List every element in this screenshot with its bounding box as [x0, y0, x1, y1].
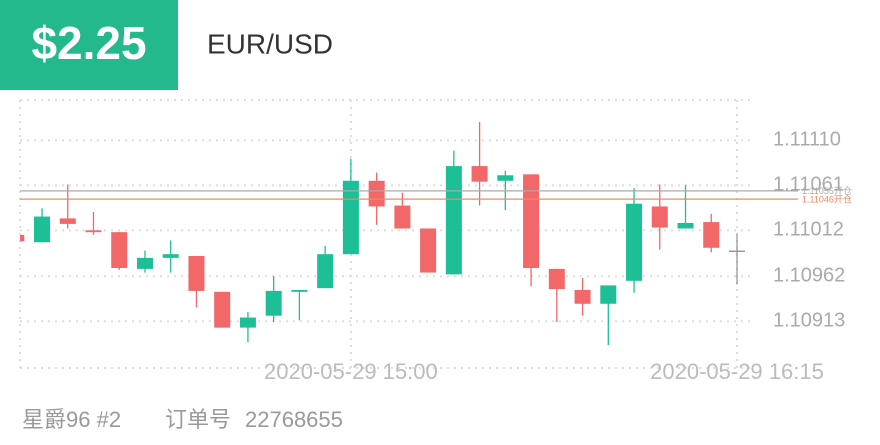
- candle-body: [626, 203, 643, 281]
- y-tick-label: 1.11110: [773, 129, 841, 151]
- y-tick-label: 1.11061: [773, 174, 844, 196]
- candle-body: [214, 291, 231, 328]
- x-tick-label: 2020-05-29 16:15: [650, 359, 824, 384]
- candle-body: [136, 257, 153, 269]
- order-number: 22768655: [245, 407, 343, 432]
- candle-body: [574, 289, 591, 304]
- candle-body: [368, 180, 385, 207]
- candle-body: [59, 218, 76, 224]
- candle-body: [600, 285, 617, 304]
- position-label: 1.11046开仓: [802, 193, 852, 204]
- candle-body: [445, 166, 462, 275]
- account: 星爵96 #2: [22, 407, 121, 432]
- candle-body: [239, 317, 256, 328]
- candle-body: [265, 290, 282, 316]
- candle-body: [85, 230, 102, 233]
- candle-body: [342, 180, 359, 255]
- x-tick-label: 2020-05-29 15:00: [264, 359, 438, 384]
- order-label: 订单号: [165, 407, 231, 432]
- amount: $2.25: [31, 17, 146, 69]
- candle-body: [728, 250, 745, 253]
- candle-body: [34, 216, 51, 243]
- y-tick-label: 1.11012: [773, 219, 844, 241]
- candle-body: [317, 254, 334, 289]
- candle-body: [394, 205, 411, 229]
- candle-body: [523, 174, 540, 268]
- position-label: 1.11055开仓: [802, 185, 852, 196]
- candle-body: [20, 234, 25, 242]
- candle-body: [420, 228, 437, 273]
- candles: [20, 122, 745, 346]
- candle-body: [703, 222, 720, 248]
- candle-body: [651, 206, 668, 228]
- candle-body: [677, 222, 694, 229]
- chart: 1.11110 1.11061 1.11012 1.10962 1.10913 2020-…: [19, 99, 852, 384]
- candle-body: [111, 232, 128, 268]
- amount-box: [0, 0, 178, 90]
- candle-body: [162, 254, 179, 258]
- symbol: EUR/USD: [207, 28, 333, 59]
- candle-body: [548, 268, 565, 290]
- candle-body: [188, 256, 205, 291]
- candle-body: [471, 166, 488, 182]
- candle-body: [291, 289, 308, 292]
- y-tick-label: 1.10913: [773, 309, 845, 331]
- y-tick-label: 1.10962: [773, 265, 845, 287]
- candle-body: [497, 175, 514, 181]
